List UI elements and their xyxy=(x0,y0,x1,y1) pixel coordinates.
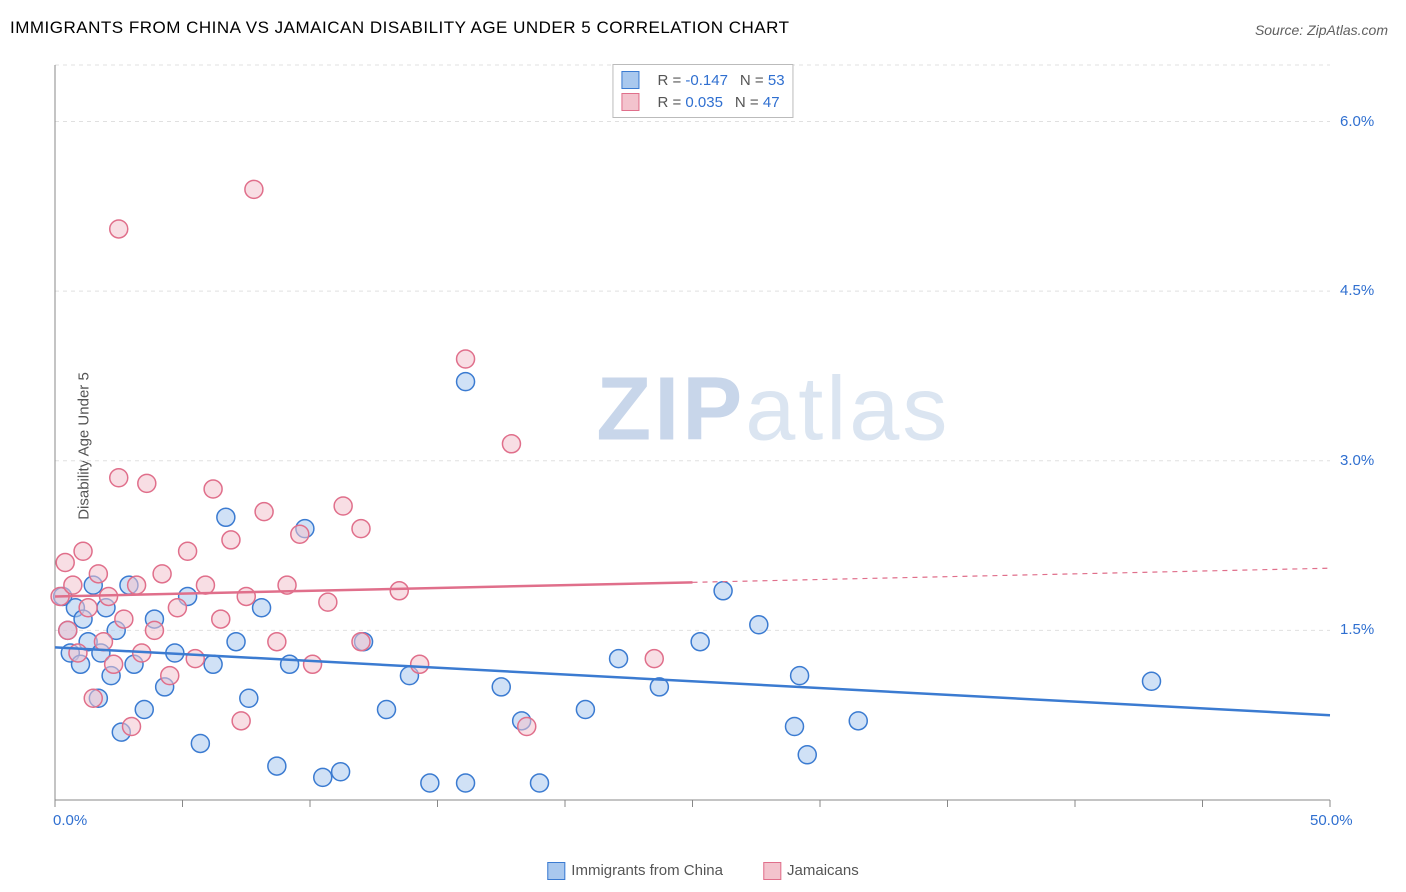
legend-swatch-icon xyxy=(621,71,639,89)
r-label: R = 0.035 xyxy=(657,94,722,111)
legend-item: Jamaicans xyxy=(763,862,859,880)
y-tick-label: 4.5% xyxy=(1340,282,1374,299)
legend-label: Jamaicans xyxy=(787,862,859,879)
scatter-svg xyxy=(50,60,1390,830)
r-label: R = -0.147 xyxy=(657,72,727,89)
correlation-legend-row: R = 0.035 N = 47 xyxy=(621,91,784,113)
y-tick-label: 6.0% xyxy=(1340,113,1374,130)
x-start-label: 0.0% xyxy=(53,812,87,829)
legend-item: Immigrants from China xyxy=(547,862,723,880)
correlation-legend: R = -0.147 N = 53 R = 0.035 N = 47 xyxy=(612,64,793,118)
source-attribution: Source: ZipAtlas.com xyxy=(1255,22,1388,38)
plot-area: 1.5% 3.0% 4.5% 6.0% 0.0% 50.0% xyxy=(50,60,1390,830)
n-label: N = 53 xyxy=(740,72,785,89)
correlation-legend-row: R = -0.147 N = 53 xyxy=(621,69,784,91)
chart-container: IMMIGRANTS FROM CHINA VS JAMAICAN DISABI… xyxy=(0,0,1406,892)
legend-swatch-icon xyxy=(547,862,565,880)
legend-label: Immigrants from China xyxy=(571,862,723,879)
y-tick-label: 3.0% xyxy=(1340,452,1374,469)
y-tick-label: 1.5% xyxy=(1340,621,1374,638)
n-label: N = 47 xyxy=(735,94,780,111)
x-end-label: 50.0% xyxy=(1310,812,1353,829)
legend-swatch-icon xyxy=(621,93,639,111)
legend-swatch-icon xyxy=(763,862,781,880)
series-legend: Immigrants from China Jamaicans xyxy=(547,862,858,880)
chart-title: IMMIGRANTS FROM CHINA VS JAMAICAN DISABI… xyxy=(10,18,789,38)
